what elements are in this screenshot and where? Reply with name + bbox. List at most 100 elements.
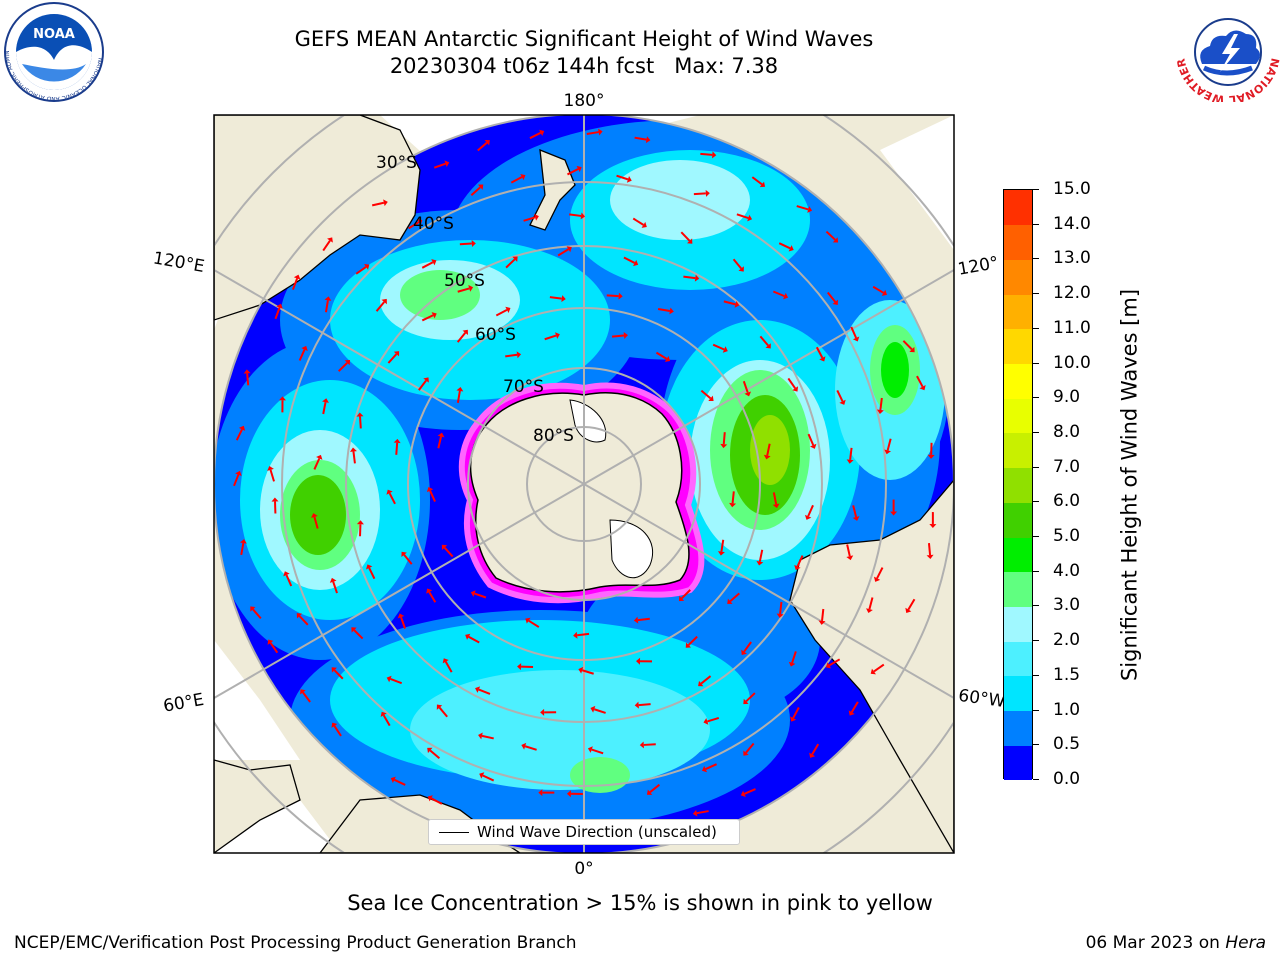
wind-arrow-shaft xyxy=(433,162,446,169)
wind-arrow-shaft xyxy=(849,447,853,460)
wind-arrow-head xyxy=(390,776,396,784)
wind-arrow-head xyxy=(573,631,578,639)
wind-arrow-head xyxy=(471,240,476,248)
lon-label-60e: 60°E xyxy=(162,690,206,717)
colorbar-tick xyxy=(1033,674,1039,676)
wind-arrow-shaft xyxy=(478,688,491,695)
wind-arrow-head xyxy=(881,289,887,296)
wind-arrow-head xyxy=(505,306,511,313)
colorbar-segment xyxy=(1004,398,1032,434)
wind-arrow-head xyxy=(876,409,884,414)
wind-arrow-head xyxy=(634,701,639,709)
wind-arrow-shaft xyxy=(233,474,240,487)
colorbar-tick xyxy=(1033,779,1039,780)
wind-arrow-head xyxy=(349,447,357,452)
wind-arrow-shaft xyxy=(807,433,815,446)
legend-line-swatch xyxy=(439,832,469,833)
wind-arrow-shaft xyxy=(421,314,434,322)
wind-arrow-head xyxy=(705,189,710,197)
wind-arrow-head xyxy=(633,259,639,267)
wind-arrow-head xyxy=(722,346,728,353)
wind-arrow-shaft xyxy=(683,275,696,280)
wind-arrow-shaft xyxy=(285,574,293,587)
wind-arrow-shaft xyxy=(430,797,443,805)
wind-arrow-shaft xyxy=(298,349,306,361)
wind-arrow-shaft xyxy=(791,651,797,664)
wind-arrow-head xyxy=(293,274,301,280)
wind-arrow-head xyxy=(708,395,714,402)
wind-arrow-head xyxy=(534,213,539,221)
wind-arrow-head xyxy=(250,606,256,612)
wind-arrow-shaft xyxy=(811,743,820,755)
wind-arrow-head xyxy=(344,359,351,366)
wind-arrow-head xyxy=(517,663,522,671)
wind-arrow-shaft xyxy=(744,788,756,795)
wind-arrow-head xyxy=(590,705,596,713)
wind-arrow-head xyxy=(832,299,838,305)
wind-arrow-head xyxy=(763,454,771,460)
wind-arrow-shaft xyxy=(408,221,420,230)
wind-arrow-shaft xyxy=(886,438,892,451)
colorbar-tick xyxy=(1033,466,1039,468)
colorbar xyxy=(1003,189,1033,781)
wind-arrow-head xyxy=(329,577,337,583)
lat-label-70s: 70°S xyxy=(503,377,544,397)
colorbar-tick xyxy=(1033,293,1039,295)
wind-arrow-shaft xyxy=(505,353,518,358)
wind-arrow-head xyxy=(694,274,700,282)
wind-arrow-shaft xyxy=(429,749,441,759)
wind-arrow-shaft xyxy=(687,635,698,646)
wind-arrow-shaft xyxy=(759,335,769,347)
wind-arrow-head xyxy=(324,296,332,301)
colorbar-tick-label: 7.0 xyxy=(1053,456,1081,477)
wind-arrow-shaft xyxy=(481,734,494,740)
south-america xyxy=(789,478,954,853)
wind-arrow-shaft xyxy=(873,663,885,673)
wind-arrow-head xyxy=(426,487,434,493)
colorbar-segment xyxy=(1004,432,1032,469)
noaa-logo: NOAA NATIONAL OCEANIC AND ATMOSPHERIC AD… xyxy=(2,2,104,102)
wind-arrow-shaft xyxy=(528,619,540,628)
wind-arrow-head xyxy=(747,214,753,222)
wind-arrow-head xyxy=(267,466,274,471)
wind-arrow-shaft xyxy=(657,308,671,312)
wind-arrow-head xyxy=(645,136,651,144)
colorbar-segment xyxy=(1004,675,1032,712)
wind-arrow-shaft xyxy=(474,592,487,599)
wind-arrow-shaft xyxy=(907,598,916,611)
colorbar-tick-label: 2.0 xyxy=(1053,630,1081,651)
wind-arrow-head xyxy=(685,642,692,648)
wind-arrow-shaft xyxy=(916,375,924,388)
wind-arrow-shaft xyxy=(745,692,756,703)
colorbar-tick-label: 0.5 xyxy=(1053,734,1081,755)
wind-arrow-shaft xyxy=(742,380,749,393)
wind-arrow-shaft xyxy=(638,703,651,707)
colorbar-tick xyxy=(1033,640,1039,642)
colorbar-tick-label: 0.0 xyxy=(1053,769,1081,789)
australia xyxy=(214,115,421,321)
wind-arrow-shaft xyxy=(269,469,275,482)
wind-arrow-head xyxy=(477,184,484,190)
wind-arrow-shaft xyxy=(821,608,825,622)
wind-arrow-shaft xyxy=(322,240,331,252)
wind-arrow-shaft xyxy=(252,608,262,620)
wind-arrow-shaft xyxy=(352,451,356,464)
wind-arrow-shaft xyxy=(778,242,791,250)
wind-arrow-head xyxy=(734,300,740,308)
wind-arrow-shaft xyxy=(700,152,713,156)
wind-arrow-shaft xyxy=(523,216,536,222)
wind-arrow-shaft xyxy=(696,810,709,815)
colorbar-tick xyxy=(1033,223,1039,225)
wind-arrow-shaft xyxy=(429,490,436,503)
wind-arrow-shaft xyxy=(632,217,644,226)
wind-arrow-shaft xyxy=(371,201,385,207)
wind-arrow-head xyxy=(462,329,468,336)
wind-arrow-head xyxy=(788,245,794,252)
wind-arrow-head xyxy=(423,377,429,383)
wind-arrow-shaft xyxy=(337,362,348,372)
lat-label-50s: 50°S xyxy=(444,271,485,291)
wind-arrow-shaft xyxy=(705,763,718,770)
wind-arrow-head xyxy=(296,613,303,619)
wind-arrow-head xyxy=(678,595,685,602)
